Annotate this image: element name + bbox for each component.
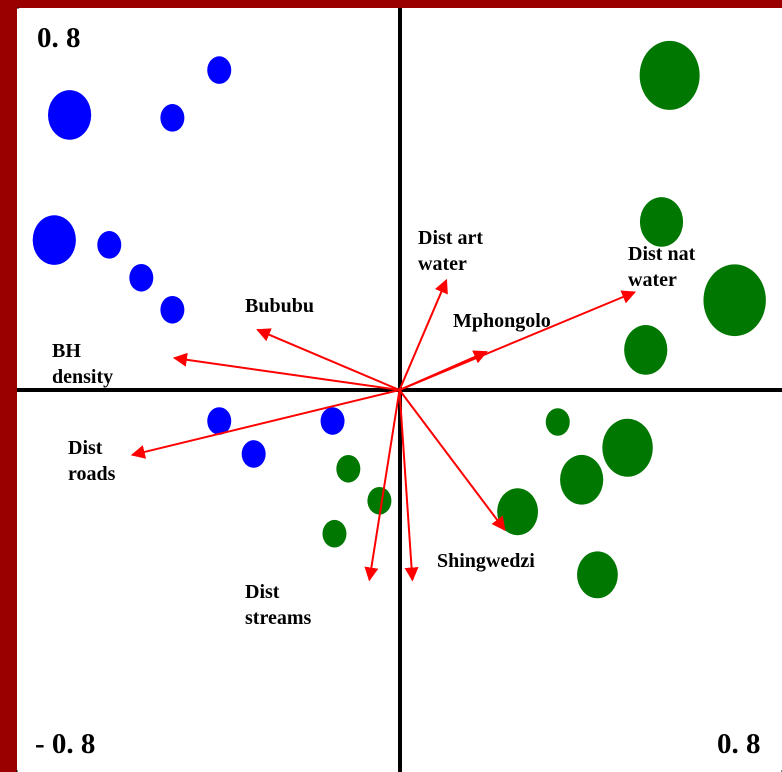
vector-label: Bububu (245, 295, 314, 317)
point (560, 454, 604, 505)
point (545, 408, 570, 436)
point (320, 407, 345, 435)
vector (364, 389, 401, 582)
vector (256, 328, 400, 391)
point (160, 295, 185, 324)
point (602, 418, 653, 477)
vector (130, 389, 400, 459)
point (497, 488, 538, 536)
point (639, 40, 700, 110)
point (207, 407, 232, 435)
vector (398, 389, 419, 582)
vector (172, 352, 400, 391)
y-tick-label: 0. 8 (37, 22, 81, 54)
point (624, 325, 668, 375)
point (322, 519, 347, 548)
vector-label: Shingwedzi (437, 550, 535, 572)
point (129, 263, 154, 292)
point (32, 215, 76, 265)
vector (398, 389, 506, 532)
point (47, 90, 92, 140)
point (367, 486, 392, 515)
vector-label: Mphongolo (453, 310, 551, 332)
point (207, 56, 232, 84)
vector-label: Dist roads (68, 437, 116, 485)
x-tick-label: 0. 8 (717, 728, 761, 760)
point (703, 264, 766, 337)
point (160, 104, 185, 132)
vector-label: Dist art water (418, 227, 483, 275)
vector (398, 278, 448, 391)
vector-label: Dist streams (245, 581, 312, 629)
x-tick-label: - 0. 8 (35, 728, 96, 760)
vector-label: BH density (52, 340, 114, 388)
point (577, 551, 618, 599)
point (241, 440, 266, 468)
vector-label: Dist nat water (628, 243, 696, 291)
vector (399, 290, 637, 391)
point (336, 454, 361, 483)
point (97, 231, 122, 259)
point (639, 197, 684, 247)
